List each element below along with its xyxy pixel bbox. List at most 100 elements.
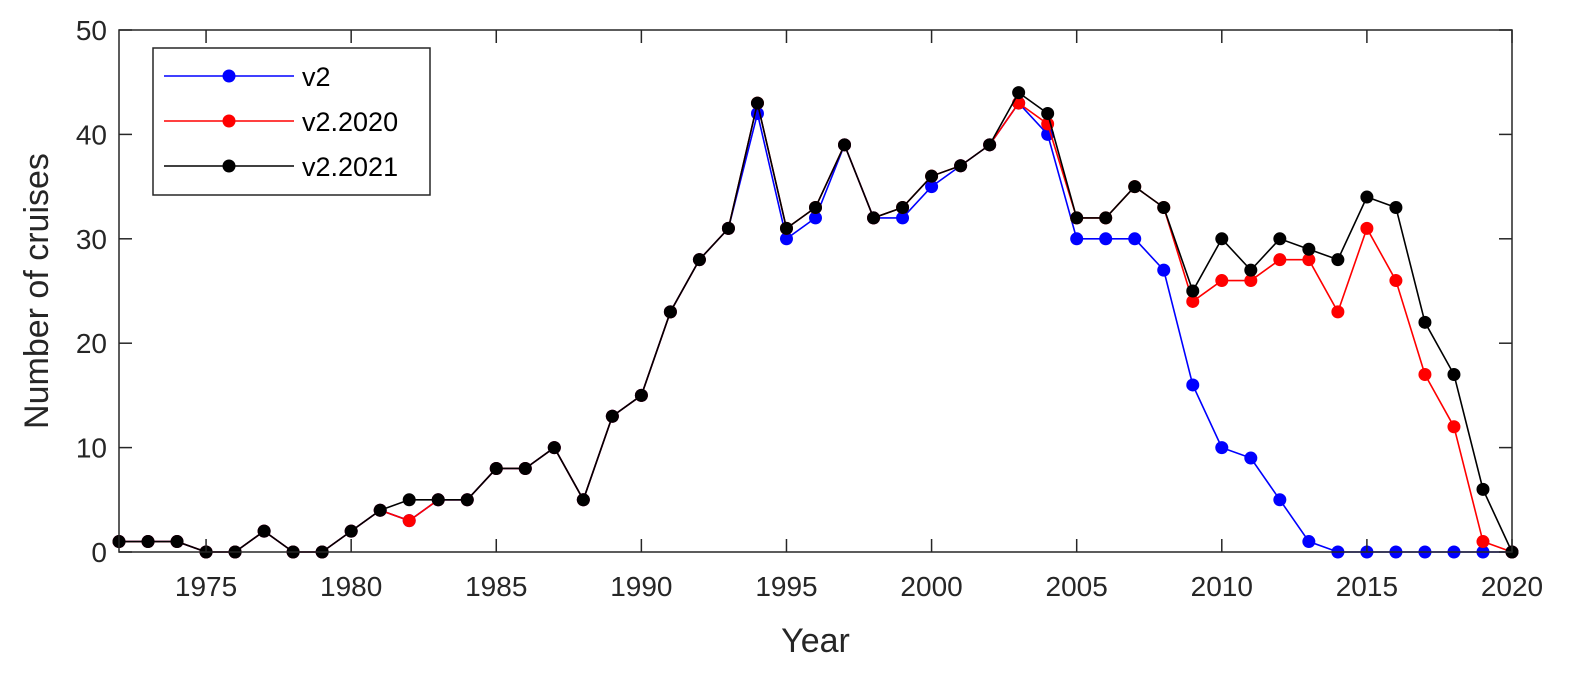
data-point [1128,232,1142,246]
data-point [1215,274,1229,288]
x-tick-label: 2000 [900,571,962,602]
data-point [431,493,445,507]
y-tick-label: 10 [76,433,107,464]
data-point [547,441,561,455]
data-point [1273,232,1287,246]
data-point [954,159,968,173]
x-tick-label: 1985 [465,571,527,602]
data-point [373,503,387,517]
data-point [663,305,677,319]
data-point [1389,200,1403,214]
y-tick-label: 50 [76,15,107,46]
legend-marker [222,69,236,83]
data-point [1447,368,1461,382]
data-point [838,138,852,152]
data-point [344,524,358,538]
y-tick-label: 40 [76,119,107,150]
data-point [1186,378,1200,392]
data-point [141,535,155,549]
y-axis-title: Number of cruises [18,153,56,429]
data-point [750,96,764,110]
data-point [1128,180,1142,194]
legend-label: v2.2020 [302,107,398,137]
data-point [809,200,822,214]
data-point [1215,441,1229,455]
legend-label: v2 [302,62,331,92]
series-layer [112,86,1519,559]
data-point [925,169,939,183]
data-point [1418,315,1432,329]
plot-area-frame [118,29,1513,553]
data-point [402,514,416,528]
data-point [1389,274,1403,288]
data-point [779,232,793,246]
data-point [1041,127,1055,141]
x-tick-label: 1975 [175,571,237,602]
data-point [983,138,997,152]
x-tick-label: 1990 [610,571,672,602]
legend-label: v2.2021 [302,152,398,182]
data-point [925,180,939,194]
data-point [1418,368,1432,382]
data-point [1302,535,1316,549]
data-point [1157,263,1171,277]
data-point [1012,86,1026,100]
x-tick-label: 2010 [1191,571,1253,602]
data-point [692,253,706,267]
data-point [1331,305,1345,319]
data-point [170,535,184,549]
data-point [1070,211,1084,225]
data-point [1244,263,1258,277]
data-point [1360,190,1374,204]
data-point [402,493,416,507]
data-point [1244,274,1258,288]
x-axis-title: Year [781,622,850,660]
data-point [1360,221,1374,235]
data-point [1099,232,1113,246]
x-axis: 1975 1980 1985 1990 1995 2000 2005 2010 2015 2020 [175,30,1543,602]
data-point [721,221,735,235]
data-point [867,211,881,225]
data-point [1099,211,1113,225]
x-tick-label: 1995 [755,571,817,602]
x-tick-label: 1980 [320,571,382,602]
y-axis: 0 10 20 30 40 50 [76,15,1512,568]
data-point [1070,232,1084,246]
data-point [460,493,474,507]
data-point [1244,451,1258,465]
data-point [896,211,910,225]
data-point [1273,253,1287,267]
data-point [1476,482,1490,496]
legend-marker [222,114,236,128]
data-point [1041,107,1055,121]
data-point [896,200,910,214]
y-tick-label: 0 [91,537,107,568]
x-tick-label: 2020 [1481,571,1543,602]
x-tick-label: 2005 [1046,571,1108,602]
data-point [1302,253,1316,267]
data-point [1215,232,1229,246]
data-point [779,221,793,235]
data-point [634,388,648,402]
y-tick-label: 30 [76,224,107,255]
data-point [809,211,822,225]
series-v2.2021 [112,86,1519,559]
data-point [1157,200,1171,214]
data-point [489,461,503,475]
data-point [1476,535,1490,549]
data-point [1302,242,1316,256]
legend-marker [222,159,236,173]
data-point [518,461,532,475]
data-point [1273,493,1287,507]
data-point [605,409,619,423]
data-point [1447,420,1461,434]
data-point [1186,284,1200,298]
legend: v2 v2.2020 v2.2021 [152,47,431,196]
data-point [1186,294,1200,308]
x-tick-label: 2015 [1336,571,1398,602]
data-point [1331,253,1345,267]
y-tick-label: 20 [76,328,107,359]
data-point [257,524,271,538]
data-point [576,493,590,507]
